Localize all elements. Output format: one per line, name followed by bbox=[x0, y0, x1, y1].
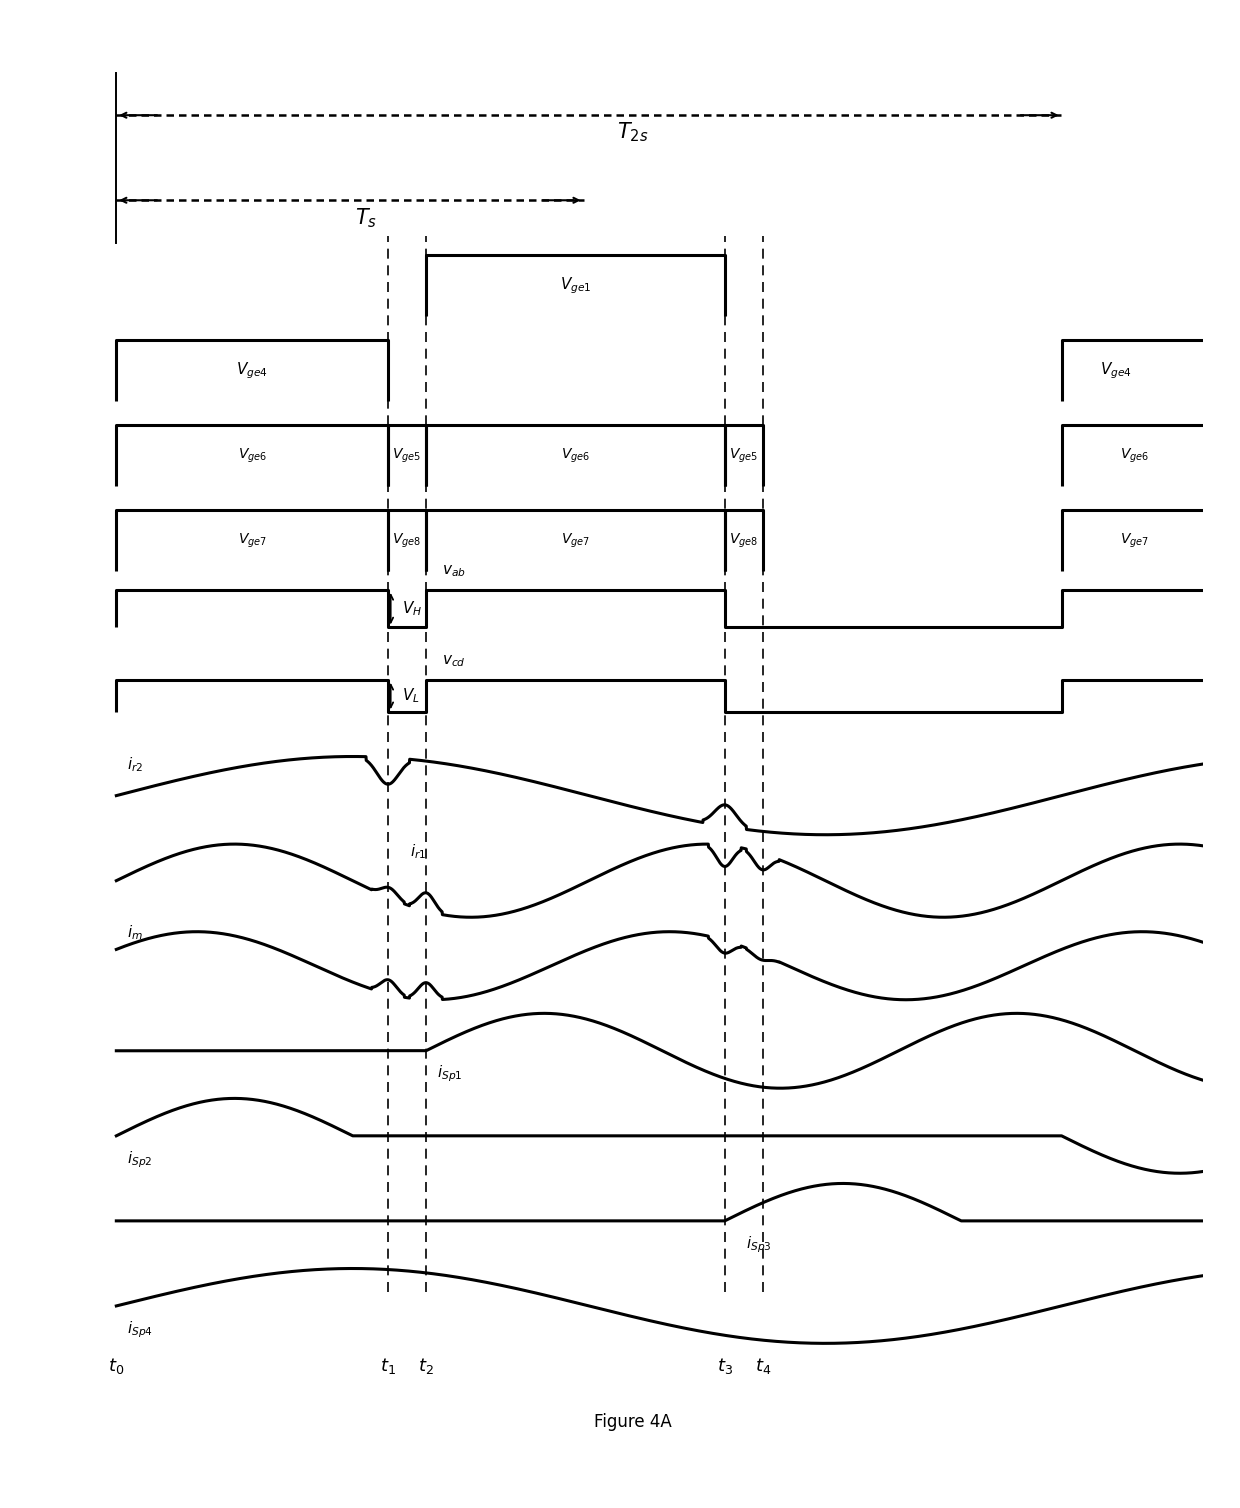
Text: $i_m$: $i_m$ bbox=[128, 923, 143, 942]
Text: $V_{ge4}$: $V_{ge4}$ bbox=[236, 360, 268, 380]
Text: $t_2$: $t_2$ bbox=[418, 1356, 434, 1375]
Text: $T_s$: $T_s$ bbox=[355, 207, 377, 229]
Text: $V_L$: $V_L$ bbox=[402, 686, 419, 706]
Text: $i_{r2}$: $i_{r2}$ bbox=[128, 756, 144, 774]
Text: $V_{ge6}$: $V_{ge6}$ bbox=[560, 446, 590, 464]
Text: $t_1$: $t_1$ bbox=[379, 1356, 396, 1375]
Text: $V_{ge5}$: $V_{ge5}$ bbox=[392, 446, 422, 464]
Text: $t_0$: $t_0$ bbox=[108, 1356, 124, 1375]
Text: $V_{ge8}$: $V_{ge8}$ bbox=[729, 531, 759, 549]
Text: $i_{Sp3}$: $i_{Sp3}$ bbox=[746, 1234, 773, 1255]
Text: $V_{ge7}$: $V_{ge7}$ bbox=[560, 531, 590, 549]
Text: $V_{ge1}$: $V_{ge1}$ bbox=[559, 274, 591, 296]
Text: $v_{ab}$: $v_{ab}$ bbox=[443, 562, 466, 579]
Text: $V_H$: $V_H$ bbox=[402, 599, 422, 618]
Text: $i_{Sp2}$: $i_{Sp2}$ bbox=[128, 1149, 153, 1170]
Text: $V_{ge7}$: $V_{ge7}$ bbox=[1121, 531, 1149, 549]
Text: Figure 4A: Figure 4A bbox=[594, 1413, 671, 1431]
Text: $V_{ge6}$: $V_{ge6}$ bbox=[1120, 446, 1149, 464]
Text: $t_4$: $t_4$ bbox=[755, 1356, 771, 1375]
Text: $i_{Sp4}$: $i_{Sp4}$ bbox=[128, 1320, 153, 1339]
Text: $V_{ge5}$: $V_{ge5}$ bbox=[729, 446, 759, 464]
Text: $V_{ge8}$: $V_{ge8}$ bbox=[392, 531, 422, 549]
Text: $i_{Sp1}$: $i_{Sp1}$ bbox=[436, 1063, 463, 1084]
Text: $i_{r1}$: $i_{r1}$ bbox=[409, 841, 427, 861]
Text: $V_{ge4}$: $V_{ge4}$ bbox=[1100, 360, 1132, 380]
Text: $T_{2s}$: $T_{2s}$ bbox=[616, 121, 649, 145]
Text: $t_3$: $t_3$ bbox=[717, 1356, 733, 1375]
Text: $V_{ge6}$: $V_{ge6}$ bbox=[238, 446, 267, 464]
Text: $v_{cd}$: $v_{cd}$ bbox=[443, 653, 466, 668]
Text: $V_{ge7}$: $V_{ge7}$ bbox=[238, 531, 267, 549]
